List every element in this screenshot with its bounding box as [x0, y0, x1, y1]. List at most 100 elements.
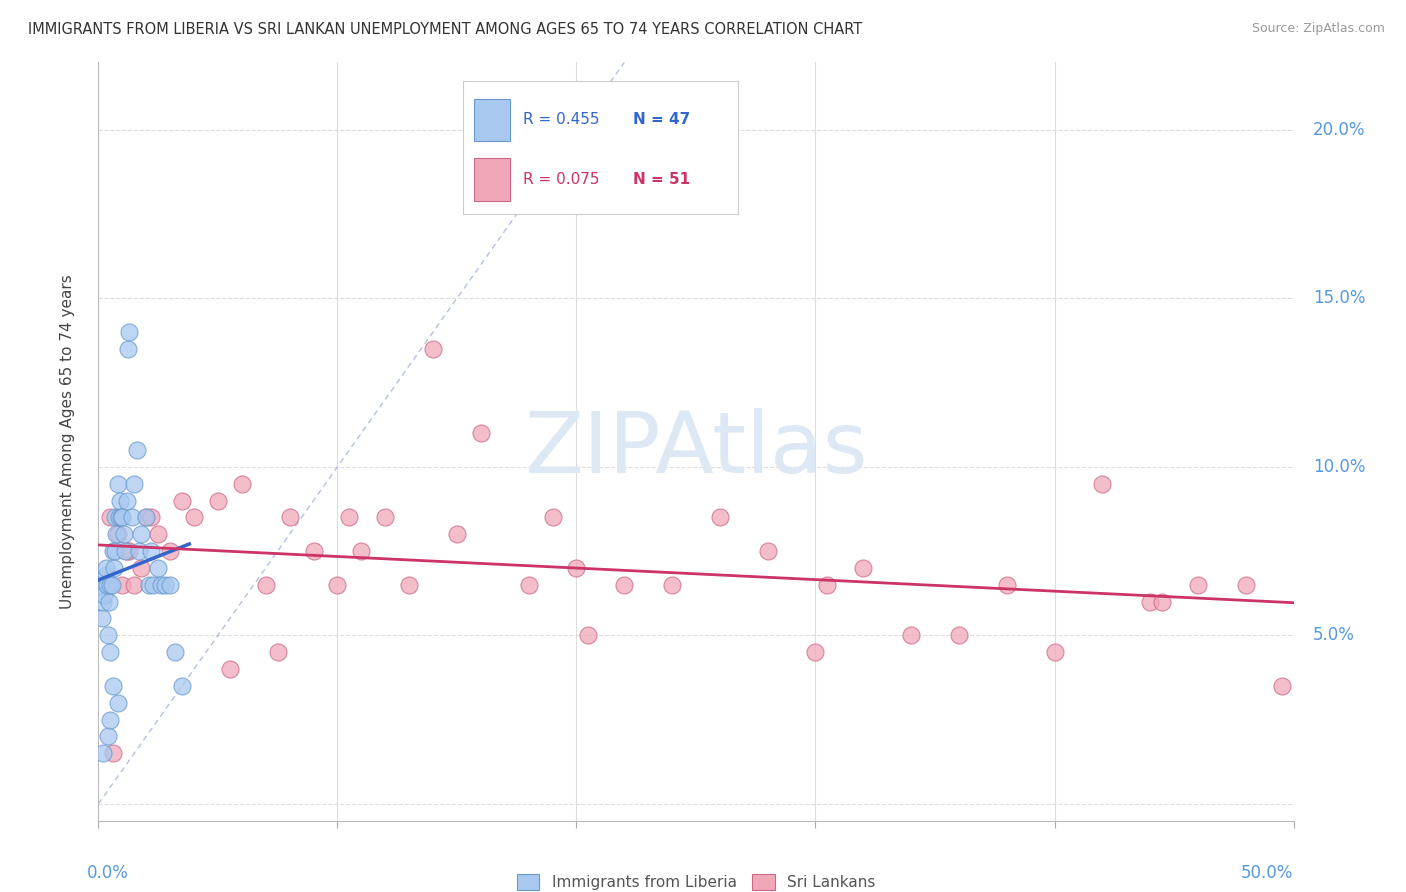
Text: ZIPAtlas: ZIPAtlas — [524, 409, 868, 491]
Point — [565, 561, 588, 575]
Point — [1271, 679, 1294, 693]
Point — [104, 510, 127, 524]
Point — [114, 544, 136, 558]
Point — [93, 588, 115, 602]
Point — [1043, 645, 1066, 659]
Point — [219, 662, 242, 676]
Point — [804, 645, 827, 659]
Point — [398, 578, 420, 592]
Point — [326, 578, 349, 592]
Point — [90, 578, 112, 592]
Point — [98, 594, 121, 608]
Y-axis label: Unemployment Among Ages 65 to 74 years: Unemployment Among Ages 65 to 74 years — [60, 274, 75, 609]
Point — [1187, 578, 1209, 592]
Legend: Immigrants from Liberia, Sri Lankans: Immigrants from Liberia, Sri Lankans — [510, 868, 882, 892]
Point — [267, 645, 290, 659]
Point — [135, 510, 157, 524]
Point — [446, 527, 468, 541]
Point — [148, 527, 170, 541]
Point — [149, 578, 172, 592]
Point — [135, 510, 157, 524]
Point — [100, 578, 122, 592]
Point — [422, 342, 444, 356]
Point — [101, 679, 124, 693]
Point — [97, 628, 120, 642]
Point — [1234, 578, 1257, 592]
Point — [131, 561, 153, 575]
Point — [1091, 476, 1114, 491]
Point — [172, 679, 194, 693]
Point — [105, 527, 128, 541]
Point — [852, 561, 875, 575]
Point — [709, 510, 731, 524]
Point — [374, 510, 396, 524]
Point — [231, 476, 253, 491]
Point — [107, 696, 129, 710]
Point — [139, 544, 162, 558]
Point — [148, 561, 170, 575]
Point — [103, 561, 125, 575]
Text: 15.0%: 15.0% — [1313, 289, 1365, 308]
Point — [96, 578, 118, 592]
Point — [948, 628, 970, 642]
Point — [94, 561, 117, 575]
Point — [1139, 594, 1161, 608]
Point — [118, 544, 141, 558]
Point — [613, 578, 636, 592]
Point — [339, 510, 361, 524]
Point — [183, 510, 205, 524]
Point — [350, 544, 373, 558]
Point — [125, 442, 148, 457]
Point — [97, 730, 120, 744]
Point — [172, 493, 194, 508]
Point — [98, 578, 122, 592]
Point — [98, 510, 122, 524]
Point — [138, 578, 160, 592]
Point — [117, 342, 139, 356]
Text: 10.0%: 10.0% — [1313, 458, 1365, 475]
Point — [121, 510, 143, 524]
Point — [159, 578, 181, 592]
Point — [163, 645, 186, 659]
Point — [131, 527, 153, 541]
Point — [98, 713, 122, 727]
Text: IMMIGRANTS FROM LIBERIA VS SRI LANKAN UNEMPLOYMENT AMONG AGES 65 TO 74 YEARS COR: IMMIGRANTS FROM LIBERIA VS SRI LANKAN UN… — [28, 22, 862, 37]
Point — [128, 544, 150, 558]
Point — [254, 578, 277, 592]
Point — [578, 628, 600, 642]
Point — [107, 476, 129, 491]
Point — [302, 544, 325, 558]
Text: Source: ZipAtlas.com: Source: ZipAtlas.com — [1251, 22, 1385, 36]
Point — [124, 578, 146, 592]
Point — [91, 746, 114, 760]
Point — [94, 567, 117, 582]
Point — [517, 578, 540, 592]
Point — [278, 510, 301, 524]
Point — [124, 476, 146, 491]
Text: 50.0%: 50.0% — [1241, 864, 1294, 882]
Point — [115, 544, 138, 558]
Point — [159, 544, 181, 558]
Point — [98, 645, 122, 659]
Point — [110, 510, 132, 524]
Point — [207, 493, 229, 508]
Point — [101, 544, 124, 558]
Point — [541, 510, 564, 524]
Point — [111, 578, 134, 592]
Point — [107, 510, 129, 524]
Point — [995, 578, 1018, 592]
Point — [94, 578, 117, 592]
Point — [115, 493, 138, 508]
Text: 0.0%: 0.0% — [87, 864, 128, 882]
Point — [817, 578, 839, 592]
Point — [470, 426, 492, 441]
Point — [661, 578, 683, 592]
Point — [1152, 594, 1174, 608]
Point — [101, 746, 124, 760]
Point — [107, 527, 129, 541]
Point — [142, 578, 165, 592]
Point — [155, 578, 177, 592]
Point — [112, 527, 135, 541]
Text: 20.0%: 20.0% — [1313, 120, 1365, 139]
Point — [108, 493, 131, 508]
